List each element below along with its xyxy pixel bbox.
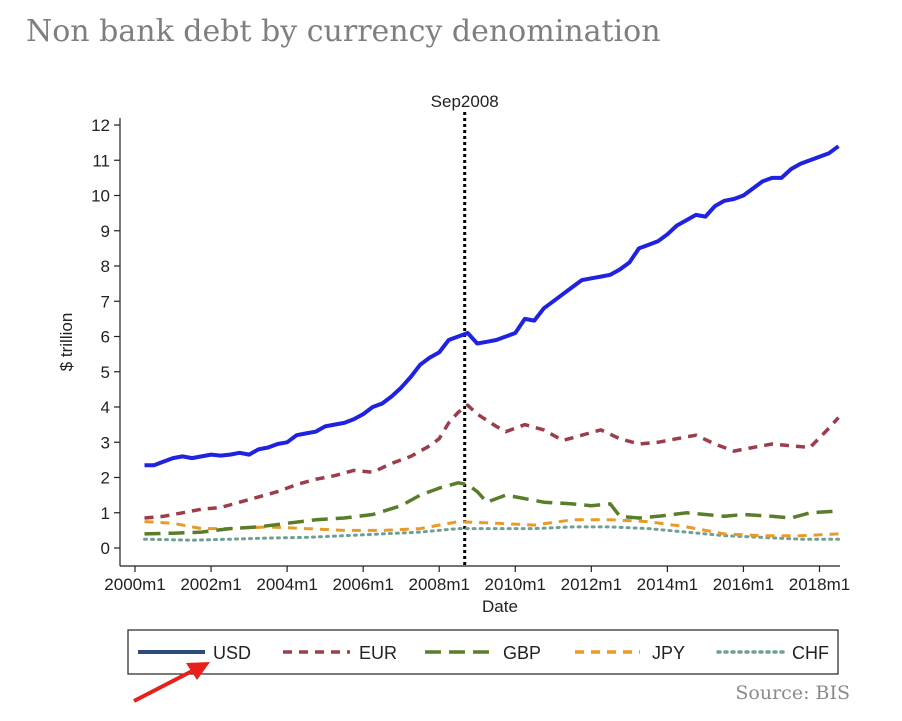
x-tick-label: 2012m1 [561, 575, 622, 594]
x-tick-label: 2016m1 [713, 575, 774, 594]
y-tick-label: 3 [101, 433, 110, 452]
series-layer [143, 144, 840, 542]
x-tick-label: 2010m1 [485, 575, 546, 594]
y-tick-label: 6 [101, 328, 110, 347]
y-tick-label: 11 [92, 151, 110, 170]
annotations: Sep2008 [431, 92, 499, 566]
y-tick-label: 9 [101, 222, 110, 241]
red-arrow-icon [133, 662, 210, 703]
legend-label-usd: USD [213, 643, 251, 663]
y-tick-label: 7 [101, 292, 110, 311]
y-tick-label: 2 [101, 469, 110, 488]
sep2008-label: Sep2008 [431, 92, 499, 111]
y-tick-label: 10 [91, 187, 110, 206]
x-tick-label: 2014m1 [637, 575, 698, 594]
chart-title: Non bank debt by currency denomination [26, 14, 661, 49]
x-tick-label: 2018m1 [789, 575, 850, 594]
y-tick-label: 0 [101, 539, 110, 558]
legend-label-eur: EUR [359, 643, 397, 663]
x-tick-label: 2004m1 [256, 575, 317, 594]
legend: USD EUR GBP JPY CHF [127, 629, 839, 675]
series-line-usd [144, 144, 840, 468]
legend-label-jpy: JPY [652, 643, 685, 663]
legend-label-chf: CHF [792, 643, 829, 663]
legend-label-gbp: GBP [503, 643, 541, 663]
x-tick-label: 2002m1 [180, 575, 241, 594]
x-tick-label: 2000m1 [104, 575, 165, 594]
y-tick-label: 1 [101, 504, 110, 523]
x-tick-label: 2008m1 [409, 575, 470, 594]
series-line-gbp [144, 481, 839, 536]
series-line-chf [143, 525, 840, 542]
series-line-jpy [144, 518, 839, 538]
y-axis-title: $ trillion [57, 313, 76, 372]
source-note: Source: BIS [735, 682, 850, 704]
series-line-eur [144, 403, 840, 520]
y-tick-label: 12 [91, 116, 110, 135]
y-tick-label: 4 [101, 398, 110, 417]
y-tick-label: 8 [101, 257, 110, 276]
x-axis-title: Date [482, 597, 518, 616]
x-tick-label: 2006m1 [332, 575, 393, 594]
y-tick-label: 5 [101, 363, 110, 382]
